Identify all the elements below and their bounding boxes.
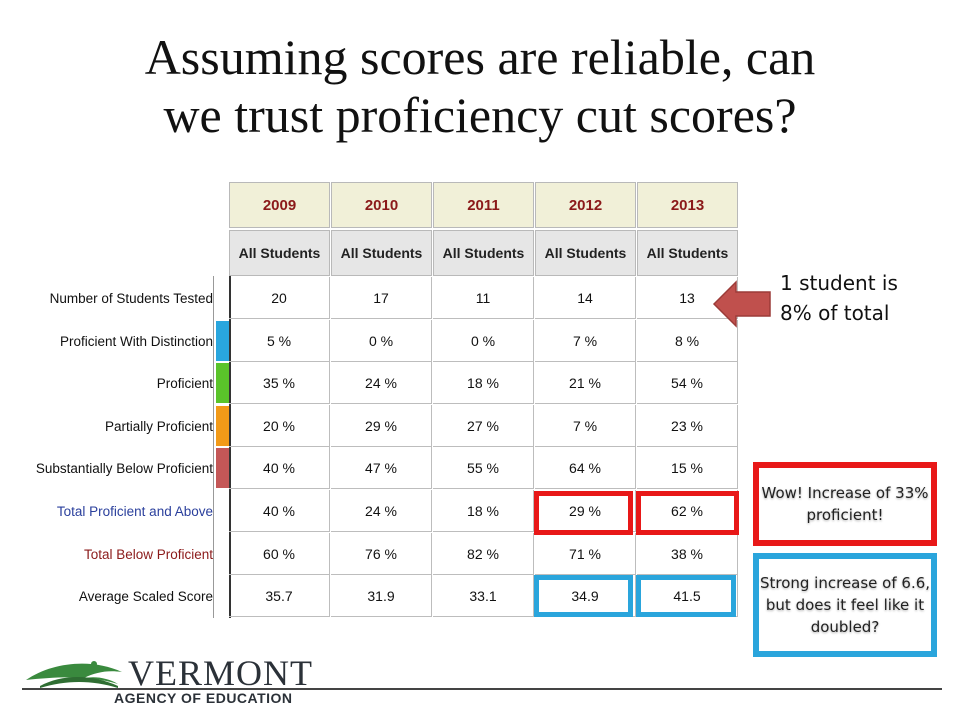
table-cell: 11 — [433, 277, 534, 319]
row-label: Total Below Proficient — [83, 546, 213, 562]
year-header-2009: 2009 — [229, 182, 330, 228]
table-cell: 82 % — [433, 533, 534, 575]
highlight-2013-score — [636, 575, 736, 617]
level-color-swatch — [216, 406, 229, 446]
year-header-2013: 2013 — [637, 182, 738, 228]
group-header: All Students — [229, 230, 330, 276]
row-label: Proficient — [156, 375, 213, 391]
highlight-2013-proficient — [636, 491, 739, 535]
level-color-swatch — [216, 363, 229, 403]
table-cell: 38 % — [637, 533, 738, 575]
label-divider — [213, 276, 214, 618]
left-arrow-icon — [712, 280, 771, 328]
table-cell: 0 % — [331, 320, 432, 362]
row-label: Substantially Below Proficient — [35, 460, 213, 476]
title-line-2: we trust proficiency cut scores? — [163, 87, 797, 143]
table-cell: 29 % — [331, 405, 432, 447]
table-cell: 40 % — [229, 490, 330, 532]
table-cell: 24 % — [331, 362, 432, 404]
table-cell: 71 % — [535, 533, 636, 575]
logo-wordmark: VERMONT — [128, 653, 313, 693]
slide-title: Assuming scores are reliable, can we tru… — [40, 28, 920, 144]
group-header: All Students — [331, 230, 432, 276]
table-cell: 20 — [229, 277, 330, 319]
year-header-2012: 2012 — [535, 182, 636, 228]
row-label: Average Scaled Score — [78, 588, 213, 604]
row-label: Number of Students Tested — [49, 290, 213, 306]
logo-subtitle: AGENCY OF EDUCATION — [114, 690, 293, 706]
table-cell: 54 % — [637, 362, 738, 404]
table-cell: 18 % — [433, 362, 534, 404]
students-callout-line2: 8% of total — [780, 301, 890, 325]
year-header-2010: 2010 — [331, 182, 432, 228]
table-body-frame — [229, 276, 739, 618]
table-cell: 21 % — [535, 362, 636, 404]
row-label: Proficient With Distinction — [59, 333, 213, 349]
table-cell: 7 % — [535, 320, 636, 362]
table-cell: 60 % — [229, 533, 330, 575]
highlight-2012-proficient — [534, 491, 633, 535]
footer-rule — [22, 688, 942, 690]
table-cell: 14 — [535, 277, 636, 319]
group-header: All Students — [637, 230, 738, 276]
table-cell: 17 — [331, 277, 432, 319]
year-header-2011: 2011 — [433, 182, 534, 228]
table-cell: 64 % — [535, 447, 636, 489]
row-label: Total Proficient and Above — [56, 503, 213, 519]
table-cell: 40 % — [229, 447, 330, 489]
table-cell: 35.7 — [229, 575, 330, 617]
group-header: All Students — [433, 230, 534, 276]
title-line-1: Assuming scores are reliable, can — [144, 29, 816, 85]
table-cell: 55 % — [433, 447, 534, 489]
table-cell: 24 % — [331, 490, 432, 532]
level-color-swatch — [216, 321, 229, 361]
table-cell: 5 % — [229, 320, 330, 362]
increase-callout-box: Wow! Increase of 33% proficient! — [753, 462, 937, 546]
group-header: All Students — [535, 230, 636, 276]
vermont-leaf-logo-icon — [26, 661, 122, 688]
table-cell: 23 % — [637, 405, 738, 447]
table-cell: 31.9 — [331, 575, 432, 617]
table-cell: 15 % — [637, 447, 738, 489]
table-cell: 76 % — [331, 533, 432, 575]
highlight-2012-score — [534, 575, 633, 617]
table-cell: 18 % — [433, 490, 534, 532]
table-cell: 8 % — [637, 320, 738, 362]
level-color-swatch — [216, 448, 229, 488]
table-cell: 35 % — [229, 362, 330, 404]
score-callout-box: Strong increase of 6.6, but does it feel… — [753, 553, 937, 657]
increase-callout-text: Wow! Increase of 33% proficient! — [761, 484, 929, 524]
students-callout-line1: 1 student is — [780, 271, 898, 295]
row-label: Partially Proficient — [104, 418, 213, 434]
score-callout-text: Strong increase of 6.6, but does it feel… — [759, 574, 931, 636]
table-cell: 47 % — [331, 447, 432, 489]
table-cell: 7 % — [535, 405, 636, 447]
table-cell: 33.1 — [433, 575, 534, 617]
table-cell: 20 % — [229, 405, 330, 447]
students-callout: 1 student is 8% of total — [780, 268, 950, 328]
table-cell: 27 % — [433, 405, 534, 447]
table-cell: 0 % — [433, 320, 534, 362]
